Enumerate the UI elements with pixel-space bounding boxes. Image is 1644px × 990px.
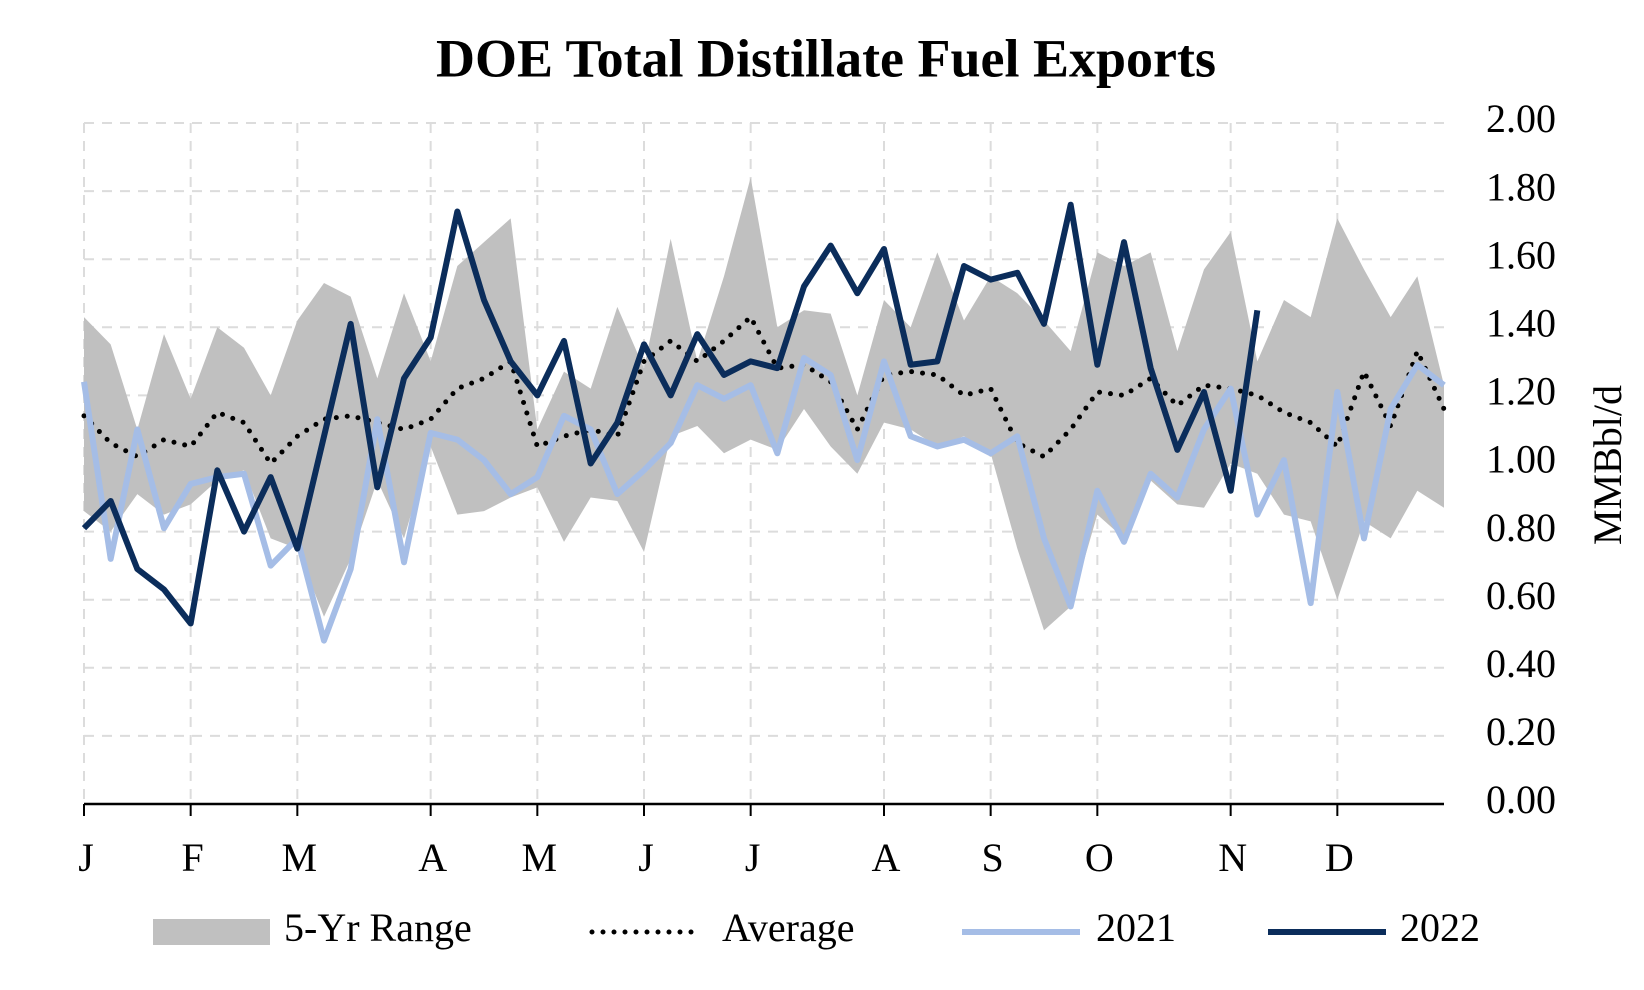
x-tick-label: N: [1218, 835, 1247, 880]
y-tick-label: 2.00: [1486, 96, 1556, 141]
y-tick-label: 1.20: [1486, 369, 1556, 414]
x-tick-label: O: [1085, 835, 1114, 880]
x-tick-label: M: [282, 835, 318, 880]
series-line: [81, 313, 1447, 468]
x-tick-label: D: [1325, 835, 1354, 880]
series-line: [81, 201, 1261, 627]
y-tick-label: 0.60: [1486, 573, 1556, 618]
y-tick-label: 1.80: [1486, 164, 1556, 209]
x-tick-label: A: [872, 835, 901, 880]
y-axis-label: MMBbl/d: [1585, 385, 1630, 545]
chart-title: DOE Total Distillate Fuel Exports: [436, 28, 1216, 88]
x-tick-label: M: [522, 835, 558, 880]
legend-label: 5-Yr Range: [284, 905, 472, 950]
x-tick-label: F: [182, 835, 204, 880]
legend-label: 2021: [1096, 905, 1176, 950]
range-band: [84, 177, 1444, 631]
y-tick-label: 0.20: [1486, 709, 1556, 754]
series-line: [81, 354, 1446, 644]
x-tick-label: J: [638, 835, 654, 880]
x-tick-label: J: [745, 835, 761, 880]
legend-label: Average: [722, 905, 855, 950]
y-tick-label: 0.80: [1486, 505, 1556, 550]
y-tick-label: 1.00: [1486, 437, 1556, 482]
x-tick-label: A: [418, 835, 447, 880]
x-tick-label: J: [78, 835, 94, 880]
legend-swatch: [153, 919, 270, 945]
x-tick-label: S: [982, 835, 1004, 880]
y-tick-label: 1.40: [1486, 300, 1556, 345]
y-tick-label: 1.60: [1486, 232, 1556, 277]
legend-label: 2022: [1400, 905, 1480, 950]
y-tick-label: 0.40: [1486, 641, 1556, 686]
y-tick-label: 0.00: [1486, 777, 1556, 822]
